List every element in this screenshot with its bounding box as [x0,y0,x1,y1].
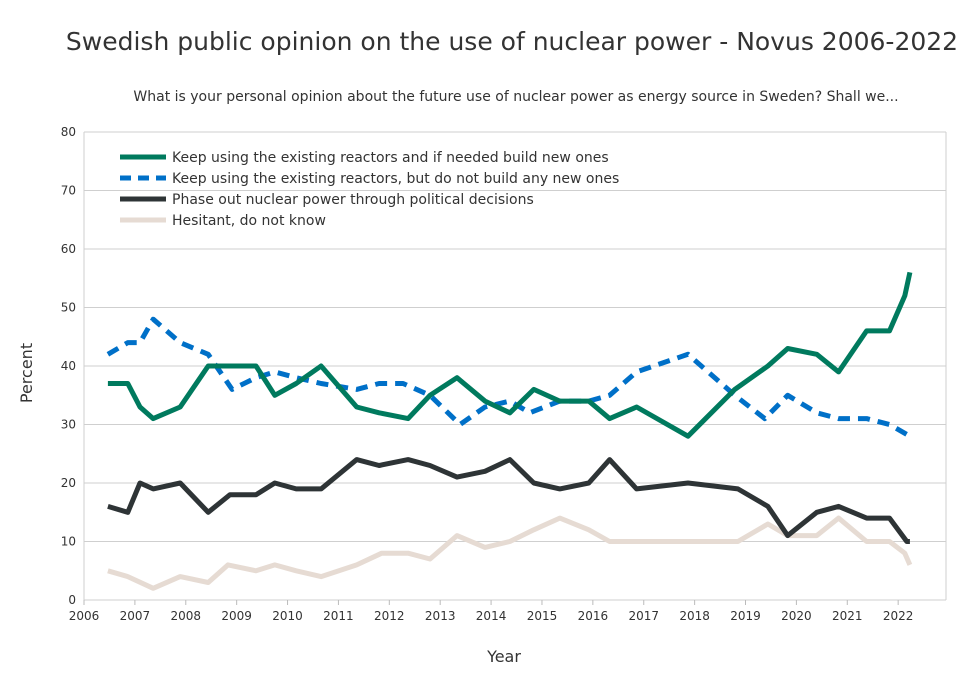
legend-label: Keep using the existing reactors, but do… [172,171,619,187]
x-tick-label: 2021 [832,609,863,623]
x-tick-label: 2014 [476,609,507,623]
y-tick-label: 20 [61,476,76,490]
y-tick-label: 70 [61,184,76,198]
y-axis-label: Percent [17,343,36,403]
x-tick-label: 2022 [883,609,914,623]
x-tick-label: 2018 [679,609,710,623]
legend-label: Phase out nuclear power through politica… [172,192,534,208]
y-tick-label: 10 [61,535,76,549]
x-tick-label: 2009 [221,609,252,623]
series-line-0 [107,271,913,439]
y-tick-label: 0 [68,593,76,607]
y-tick-label: 50 [61,301,76,315]
x-tick-label: 2017 [628,609,659,623]
y-tick-label: 40 [61,359,76,373]
series-line-3 [107,515,913,591]
legend-label: Hesitant, do not know [172,213,326,229]
x-tick-label: 2007 [120,609,151,623]
x-tick-label: 2011 [323,609,354,623]
x-tick-label: 2006 [69,609,100,623]
chart-title: Swedish public opinion on the use of nuc… [66,27,958,56]
x-tick-label: 2010 [272,609,303,623]
series-line-1 [106,316,912,439]
x-tick-label: 2013 [425,609,456,623]
x-tick-label: 2008 [170,609,201,623]
chart-subtitle: What is your personal opinion about the … [133,89,898,105]
legend-label: Keep using the existing reactors and if … [172,150,609,166]
y-tick-label: 30 [61,418,76,432]
y-tick-label: 80 [61,125,76,139]
series-line-2 [107,457,910,544]
x-tick-label: 2020 [781,609,812,623]
x-tick-label: 2016 [578,609,609,623]
x-axis-label: Year [486,647,521,666]
x-tick-label: 2019 [730,609,761,623]
x-tick-label: 2015 [527,609,558,623]
y-tick-label: 60 [61,242,76,256]
x-tick-label: 2012 [374,609,405,623]
